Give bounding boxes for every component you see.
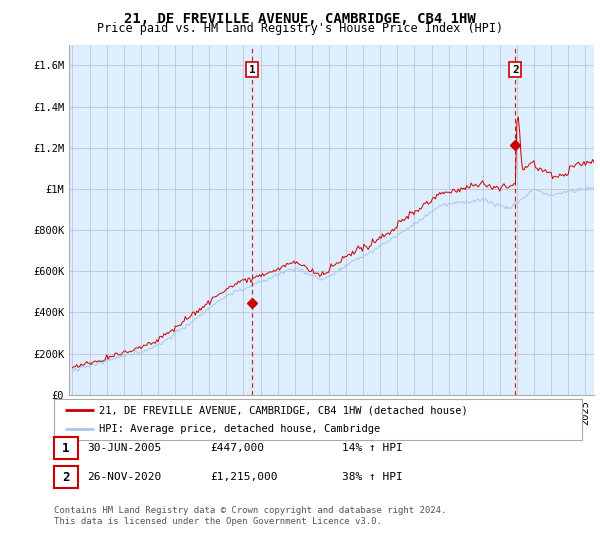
- Text: 2: 2: [62, 470, 70, 484]
- Text: Contains HM Land Registry data © Crown copyright and database right 2024.
This d: Contains HM Land Registry data © Crown c…: [54, 506, 446, 526]
- Text: HPI: Average price, detached house, Cambridge: HPI: Average price, detached house, Camb…: [99, 424, 380, 433]
- Text: £447,000: £447,000: [210, 443, 264, 453]
- Text: 2: 2: [512, 64, 519, 74]
- Text: 1: 1: [62, 441, 70, 455]
- Text: 26-NOV-2020: 26-NOV-2020: [87, 472, 161, 482]
- Text: 21, DE FREVILLE AVENUE, CAMBRIDGE, CB4 1HW: 21, DE FREVILLE AVENUE, CAMBRIDGE, CB4 1…: [124, 12, 476, 26]
- Text: Price paid vs. HM Land Registry's House Price Index (HPI): Price paid vs. HM Land Registry's House …: [97, 22, 503, 35]
- Text: £1,215,000: £1,215,000: [210, 472, 277, 482]
- Text: 14% ↑ HPI: 14% ↑ HPI: [342, 443, 403, 453]
- Text: 21, DE FREVILLE AVENUE, CAMBRIDGE, CB4 1HW (detached house): 21, DE FREVILLE AVENUE, CAMBRIDGE, CB4 1…: [99, 405, 467, 415]
- Text: 38% ↑ HPI: 38% ↑ HPI: [342, 472, 403, 482]
- Text: 1: 1: [248, 64, 256, 74]
- Text: 30-JUN-2005: 30-JUN-2005: [87, 443, 161, 453]
